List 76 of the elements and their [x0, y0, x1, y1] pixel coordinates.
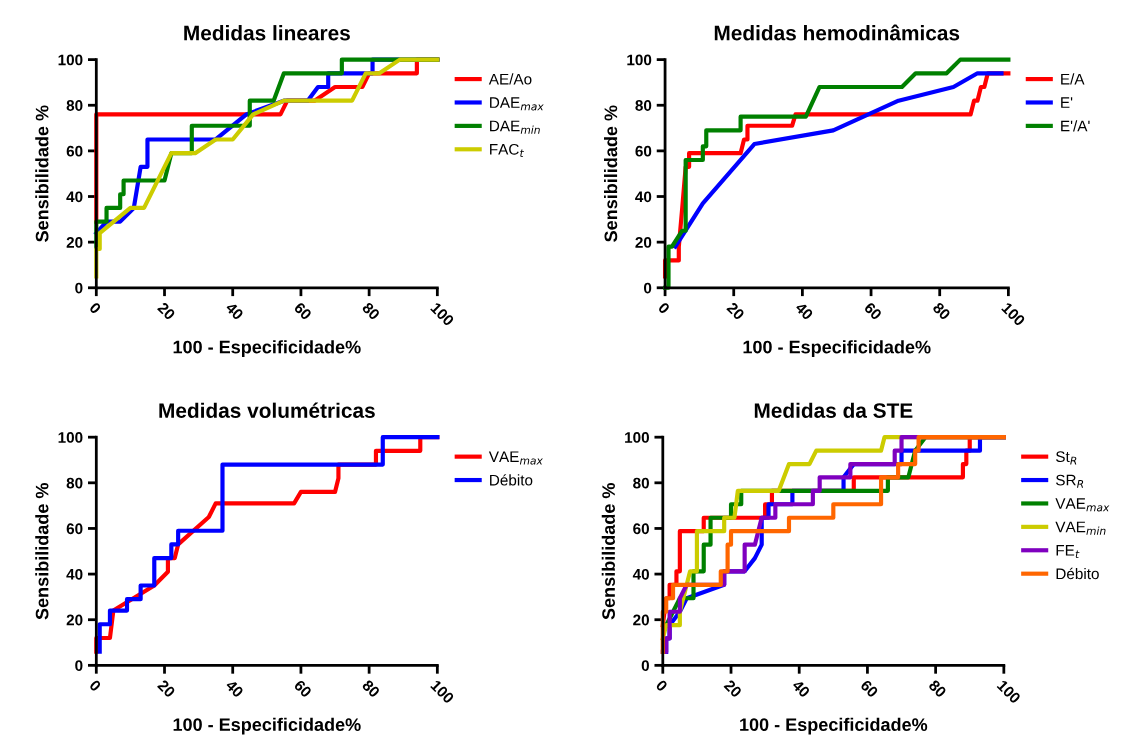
chart-title: Medidas da STE [754, 402, 913, 418]
x-axis-title: 100 - Especificidade% [743, 340, 931, 358]
x-tick-label: 40 [224, 678, 245, 699]
x-tick-label: 0 [88, 301, 102, 315]
x-tick-label: 0 [655, 679, 669, 693]
y-axis-title: Sensibilidade % [601, 483, 615, 620]
legend-label: E'/A' [1061, 120, 1090, 132]
legend-label: St$_{R}$ [1056, 451, 1077, 465]
x-tick-label: 20 [726, 301, 746, 321]
legend-label: E' [1061, 97, 1073, 108]
y-tick-label: 0 [641, 660, 649, 672]
y-tick-label: 80 [66, 100, 83, 111]
y-tick-label: 40 [635, 191, 652, 203]
x-tick-label: 0 [657, 301, 671, 315]
legend-label: SR$_{R}$ [1056, 474, 1084, 488]
x-tick-label: 100 [430, 679, 455, 705]
y-tick-label: 60 [635, 145, 652, 157]
y-tick-label: 100 [625, 432, 649, 443]
x-tick-label: 20 [723, 679, 743, 699]
legend-label: DAE$_{min}$ [490, 120, 540, 134]
y-tick-label: 40 [632, 568, 649, 580]
y-axis-title: Sensibilidade % [35, 483, 49, 620]
legend-label: Débito [1056, 567, 1099, 580]
x-tick-label: 60 [293, 679, 313, 699]
x-tick-label: 20 [156, 301, 176, 321]
x-tick-label: 80 [928, 679, 947, 699]
y-tick-label: 100 [627, 54, 652, 66]
x-tick-label: 20 [156, 679, 176, 699]
legend-label: VAE$_{min}$ [1055, 521, 1106, 535]
x-tick-label: 100 [1001, 301, 1026, 327]
legend-label: DAE$_{max}$ [490, 97, 544, 111]
legend-label: VAE$_{max}$ [1055, 498, 1110, 512]
x-tick-label: 40 [224, 301, 245, 321]
y-tick-label: 40 [66, 191, 83, 203]
chart-title: Medidas hemodinâmicas [714, 24, 960, 41]
x-tick-label: 60 [859, 679, 879, 699]
y-tick-label: 20 [633, 614, 649, 626]
y-tick-label: 80 [633, 477, 649, 489]
legend-label: AE/Ao [488, 73, 532, 85]
x-axis-title: 100 - Especificidade% [173, 340, 361, 358]
x-tick-label: 80 [361, 679, 381, 699]
y-tick-label: 60 [66, 145, 83, 157]
chart-title: Medidas lineares [184, 25, 350, 41]
y-tick-label: 60 [633, 523, 649, 535]
y-tick-label: 80 [66, 477, 83, 489]
y-tick-label: 100 [58, 432, 83, 443]
y-tick-label: 20 [635, 237, 652, 248]
y-tick-label: 0 [75, 660, 83, 672]
legend-label: Débito [490, 474, 533, 486]
y-tick-label: 40 [66, 568, 83, 580]
x-tick-label: 100 [430, 301, 455, 327]
y-axis-title: Sensibilidade % [604, 105, 618, 242]
x-axis-title: 100 - Especificidade% [740, 717, 928, 735]
legend-label: FE$_{t}$ [1056, 545, 1080, 559]
y-tick-label: 80 [635, 100, 652, 111]
y-tick-label: 20 [66, 614, 83, 626]
x-tick-label: 80 [361, 301, 381, 321]
legend-label: E/A [1061, 73, 1085, 85]
chart-title: Medidas volumétricas [159, 402, 375, 418]
x-tick-label: 80 [932, 301, 951, 321]
y-tick-label: 60 [66, 523, 83, 535]
legend-label: VAE$_{max}$ [488, 451, 543, 465]
y-tick-label: 0 [75, 282, 83, 294]
legend-label: FAC$_{t}$ [490, 143, 525, 158]
y-axis-title: Sensibilidade % [35, 105, 49, 242]
x-axis-title: 100 - Especificidade% [173, 717, 361, 735]
y-tick-label: 20 [66, 237, 83, 248]
x-tick-label: 0 [88, 679, 102, 693]
x-tick-label: 40 [791, 678, 811, 699]
line-series [673, 71, 1004, 249]
x-tick-label: 100 [996, 679, 1022, 705]
x-tick-label: 60 [863, 301, 883, 321]
x-tick-label: 40 [794, 301, 814, 321]
y-tick-label: 100 [58, 54, 83, 66]
x-tick-label: 60 [293, 301, 313, 321]
y-tick-label: 0 [643, 282, 652, 294]
